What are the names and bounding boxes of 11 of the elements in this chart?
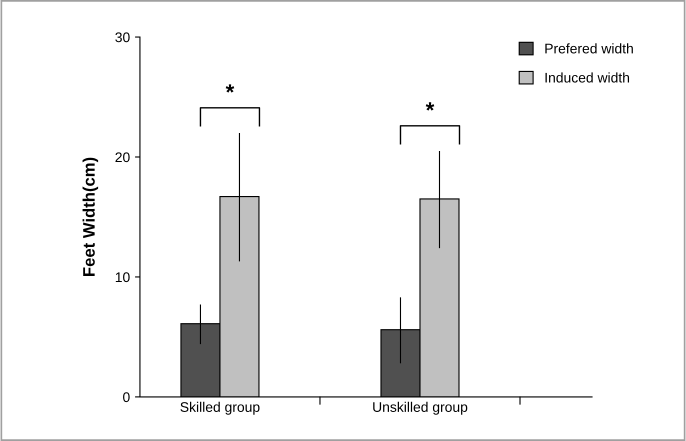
x-tick-label: Unskilled group [373, 402, 468, 415]
annotation: * [226, 84, 234, 93]
y-axis-title: Feet Width(cm) [82, 158, 98, 276]
y-tick-label: 10 [116, 272, 130, 282]
legend-label: Induced width [546, 72, 630, 83]
legend-label: Prefered width [545, 43, 633, 54]
annotation: * [426, 102, 434, 111]
y-tick-label: 0 [123, 392, 130, 402]
x-tick-label: Skilled group [180, 402, 260, 415]
y-tick-label: 30 [115, 32, 130, 42]
y-tick-label: 20 [115, 152, 130, 162]
